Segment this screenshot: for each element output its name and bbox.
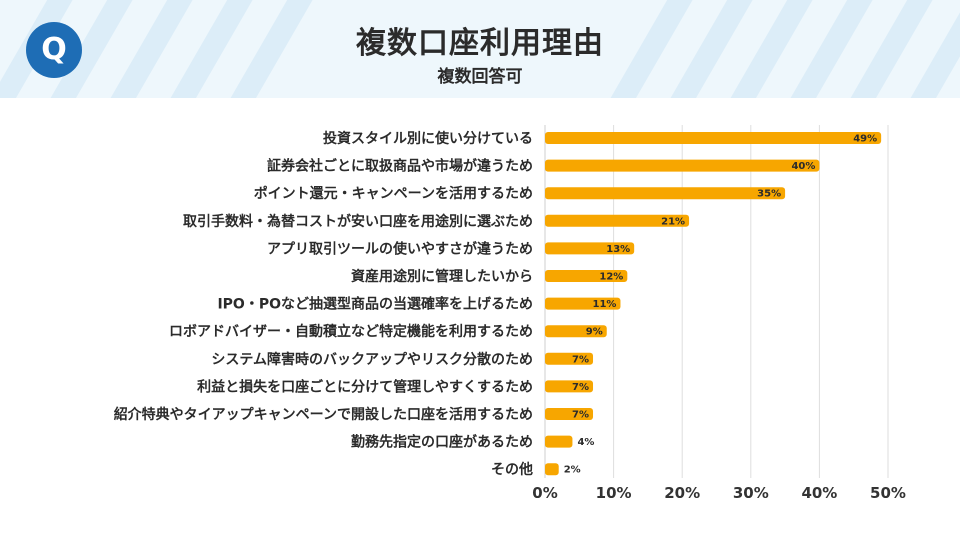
bar-value-label: 21% [661,216,685,227]
logo-letter: Q [41,32,67,67]
category-label: システム障害時のバックアップやリスク分散のため [211,351,533,368]
bar-value-label: 9% [586,327,603,338]
header-band [0,0,960,98]
bar-value-label: 13% [606,244,630,255]
bar [545,408,594,420]
bar [545,159,820,172]
bar-value-label: 2% [564,465,581,476]
bar [545,435,573,448]
x-tick-label: 50% [870,484,906,502]
bar [545,463,559,476]
category-label: 証券会社ごとに取扱商品や市場が違うため [267,158,533,175]
bar-value-label: 11% [593,299,617,310]
bar-value-label: 35% [757,189,781,200]
bar [545,380,594,393]
bar-value-label: 4% [577,437,594,448]
x-tick-label: 10% [596,484,632,502]
page-subtitle: 複数回答可 [437,67,523,87]
category-label: 紹介特典やタイアップキャンペーンで開設した口座を活用するため [114,406,533,423]
x-tick-label: 0% [532,484,557,502]
bar-value-label: 7% [572,382,589,393]
bar [545,297,621,310]
bar [545,242,635,255]
category-label: その他 [491,461,533,478]
x-tick-label: 20% [664,484,700,502]
bar [545,325,607,338]
category-label: 勤務先指定の口座があるため [351,434,533,451]
category-label: IPO・POなど抽選型商品の当選確率を上げるため [217,296,533,313]
bar-value-label: 7% [572,410,589,421]
page-title: 複数口座利用理由 [356,26,604,61]
category-label: 取引手数料・為替コストが安い口座を用途別に選ぶため [183,213,533,230]
bar [545,352,594,365]
category-label: ロボアドバイザー・自動積立など特定機能を利用するため [169,323,533,340]
bar [545,270,628,282]
category-label: 投資スタイル別に使い分けている [323,130,533,147]
bar [545,132,882,144]
category-label: アプリ取引ツールの使いやすさが違うため [267,240,533,257]
category-label: ポイント還元・キャンペーンを活用するため [254,185,533,202]
q-logo: Q [26,22,82,78]
bar-value-label: 49% [853,134,877,145]
category-label: 利益と損失を口座ごとに分けて管理しやすくするため [197,378,533,395]
bar [545,214,690,227]
category-label: 資産用途別に管理したいから [351,268,533,285]
bar-value-label: 40% [791,161,815,172]
x-tick-label: 40% [801,484,837,502]
bar [545,187,786,200]
bar-value-label: 12% [599,272,623,283]
x-tick-label: 30% [733,484,769,502]
bar-value-label: 7% [572,354,589,365]
